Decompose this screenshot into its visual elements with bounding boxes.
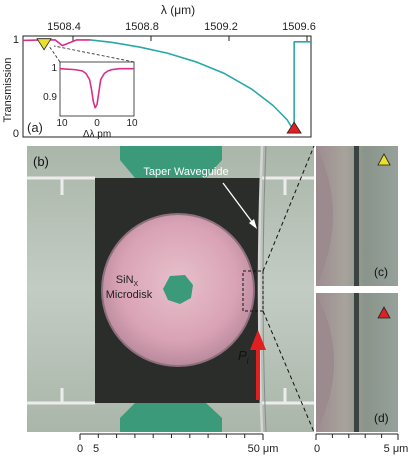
scale-left-5: 5	[93, 443, 99, 455]
taper-waveguide-edge	[262, 145, 267, 433]
panel-c-label: (c)	[374, 265, 388, 279]
scale-right-5: 5 μm	[384, 443, 409, 455]
taper-waveguide	[257, 145, 264, 433]
inset-frame	[59, 61, 135, 117]
panel-b: Taper Waveguide SiNX Microdisk Pi (b)	[27, 145, 315, 433]
panel-d-label: (d)	[374, 411, 389, 425]
panel-a-ylabel: Transmission	[2, 58, 14, 123]
inset-xlabel: Δλ pm	[83, 129, 111, 140]
disk-label-microdisk: Microdisk	[106, 289, 153, 301]
ytick-label-1: 1	[13, 34, 19, 46]
xtick-label: 1508.8	[125, 21, 159, 33]
scale-bar-left-ticks	[79, 434, 264, 440]
pedestal-top	[120, 146, 222, 178]
zoom-leader-top	[262, 145, 315, 272]
taper-label: Taper Waveguide	[143, 166, 228, 178]
panel-a-xlabel: λ (μm)	[161, 3, 195, 17]
scale-bar-right-ticks	[315, 434, 399, 440]
inset-leader-right	[53, 45, 135, 63]
support-beams	[27, 176, 314, 405]
scale-right-0: 0	[314, 443, 320, 455]
pedestal-bottom	[120, 403, 222, 432]
panel-d-red-triangle	[377, 306, 391, 319]
inset-ytick-1: 1	[51, 63, 57, 74]
panel-a-markers	[36, 38, 302, 134]
zoom-leader-bottom	[262, 310, 315, 433]
panel-c-waveguide	[354, 146, 359, 286]
panel-d-waveguide	[354, 293, 359, 432]
input-arrow-head	[250, 330, 266, 350]
zoom-box	[242, 270, 264, 312]
inset-ytick-09: 0.9	[43, 92, 57, 103]
series-line-0	[60, 67, 134, 109]
panel-d: (d)	[316, 293, 398, 432]
ytick-label-0: 0	[13, 128, 19, 140]
panel-c: (c)	[316, 146, 398, 286]
taper-pointer-head	[249, 219, 257, 229]
scale-bar-right: 0 5 μm	[314, 433, 409, 455]
disk-label-sin: SiNX	[116, 274, 139, 288]
yellow-triangle-marker	[36, 38, 52, 51]
panel-d-disk-edge	[316, 293, 334, 432]
series-line-0	[23, 39, 91, 47]
inset-series	[60, 67, 134, 109]
panel-c-yellow-triangle	[377, 153, 391, 166]
panel-a-frame	[22, 35, 312, 138]
panel-c-disk-edge	[316, 146, 333, 286]
panel-b-label: (b)	[33, 154, 49, 169]
taper-pointer-line	[222, 182, 256, 227]
power-label: Pi	[238, 348, 250, 366]
xtick-label: 1509.6	[282, 21, 316, 33]
scale-bar-left: 0 5 50 μm	[77, 433, 279, 455]
inset-xtick: 10	[126, 118, 138, 129]
scale-left-50: 50 μm	[248, 443, 279, 455]
inset-xtick: 0	[94, 118, 100, 129]
scale-left-0: 0	[77, 443, 83, 455]
disk-pedestal	[163, 275, 193, 304]
microdisk-edge	[101, 213, 255, 367]
series-line-1	[90, 39, 311, 131]
inset-leader-left	[48, 45, 61, 63]
panel-a-xticks: 1508.4 1508.8 1509.2 1509.6	[47, 21, 316, 41]
panel-a-label: (a)	[27, 120, 43, 135]
panel-a: λ (μm) 1508.4 1508.8 1509.2 1509.6 Trans…	[2, 3, 316, 140]
xtick-label: 1508.4	[47, 21, 81, 33]
xtick-label: 1509.2	[204, 21, 238, 33]
inset-xtick: 10	[56, 118, 68, 129]
red-triangle-marker	[286, 121, 302, 134]
panel-a-inset: 1 0.9 10 0 10 Δλ pm	[43, 45, 138, 140]
